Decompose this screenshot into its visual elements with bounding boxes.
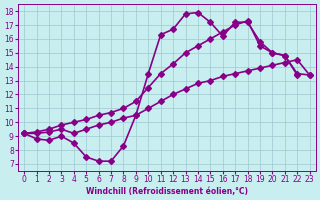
X-axis label: Windchill (Refroidissement éolien,°C): Windchill (Refroidissement éolien,°C) [86, 187, 248, 196]
